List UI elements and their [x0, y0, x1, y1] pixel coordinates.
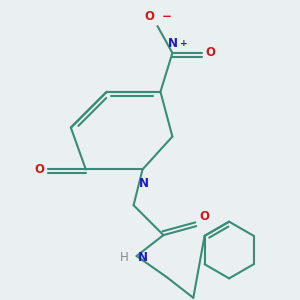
Text: −: −: [162, 10, 172, 23]
Text: O: O: [205, 46, 215, 59]
Text: N: N: [139, 177, 149, 190]
Text: +: +: [180, 40, 188, 49]
Text: O: O: [34, 163, 44, 176]
Text: H: H: [120, 251, 129, 264]
Text: N: N: [138, 251, 148, 264]
Text: N: N: [167, 37, 177, 50]
Text: O: O: [145, 10, 154, 23]
Text: O: O: [199, 210, 209, 223]
